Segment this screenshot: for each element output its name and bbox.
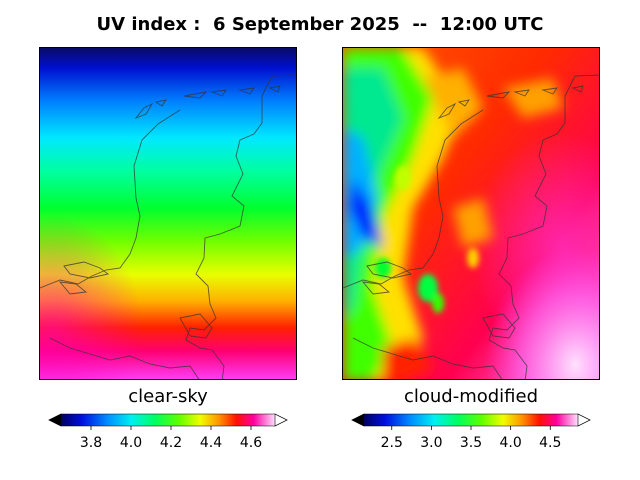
colorbar-tick-label: 4.5 — [539, 435, 561, 451]
colorbar-extend-max-icon — [577, 413, 591, 427]
cloud-patches — [375, 166, 479, 313]
colorbar-tick-label: 4.6 — [240, 435, 262, 451]
clear-sky-coastline — [40, 74, 296, 379]
colorbar-tick-label: 4.4 — [200, 435, 222, 451]
clear-sky-map — [39, 47, 297, 380]
cloud-band — [343, 48, 563, 379]
colorbar-tick-label: 4.2 — [160, 435, 182, 451]
cloud-modified-heatmap — [343, 48, 599, 379]
colorbar-tick-label: 3.0 — [420, 435, 442, 451]
colorbar-tick-label: 3.5 — [460, 435, 482, 451]
cloud-modified-colorbar: 2.5 3.0 3.5 4.0 4.5 — [351, 413, 591, 451]
colorbar-extend-min-icon — [351, 413, 365, 427]
chart-title: UV index : 6 September 2025 -- 12:00 UTC — [96, 14, 544, 35]
colorbar-extend-min-icon — [48, 413, 62, 427]
clear-sky-ticks: 3.8 4.0 4.2 4.4 4.6 — [80, 426, 262, 451]
clear-sky-label: clear-sky — [128, 386, 208, 407]
clear-sky-heatmap — [40, 48, 296, 379]
colorbar-extend-max-icon — [274, 413, 288, 427]
colorbar-tick-label: 4.0 — [499, 435, 521, 451]
cloud-modified-ticks: 2.5 3.0 3.5 4.0 4.5 — [381, 426, 561, 451]
cloud-modified-label: cloud-modified — [403, 386, 539, 407]
clear-sky-colorbar: 3.8 4.0 4.2 4.4 4.6 — [48, 413, 288, 451]
colorbar-tick-label: 2.5 — [381, 435, 403, 451]
colorbar-tick-label: 4.0 — [120, 435, 142, 451]
cloud-modified-map — [342, 47, 600, 380]
colorbar-tick-label: 3.8 — [80, 435, 102, 451]
cloud-modified-coastline — [343, 74, 599, 379]
